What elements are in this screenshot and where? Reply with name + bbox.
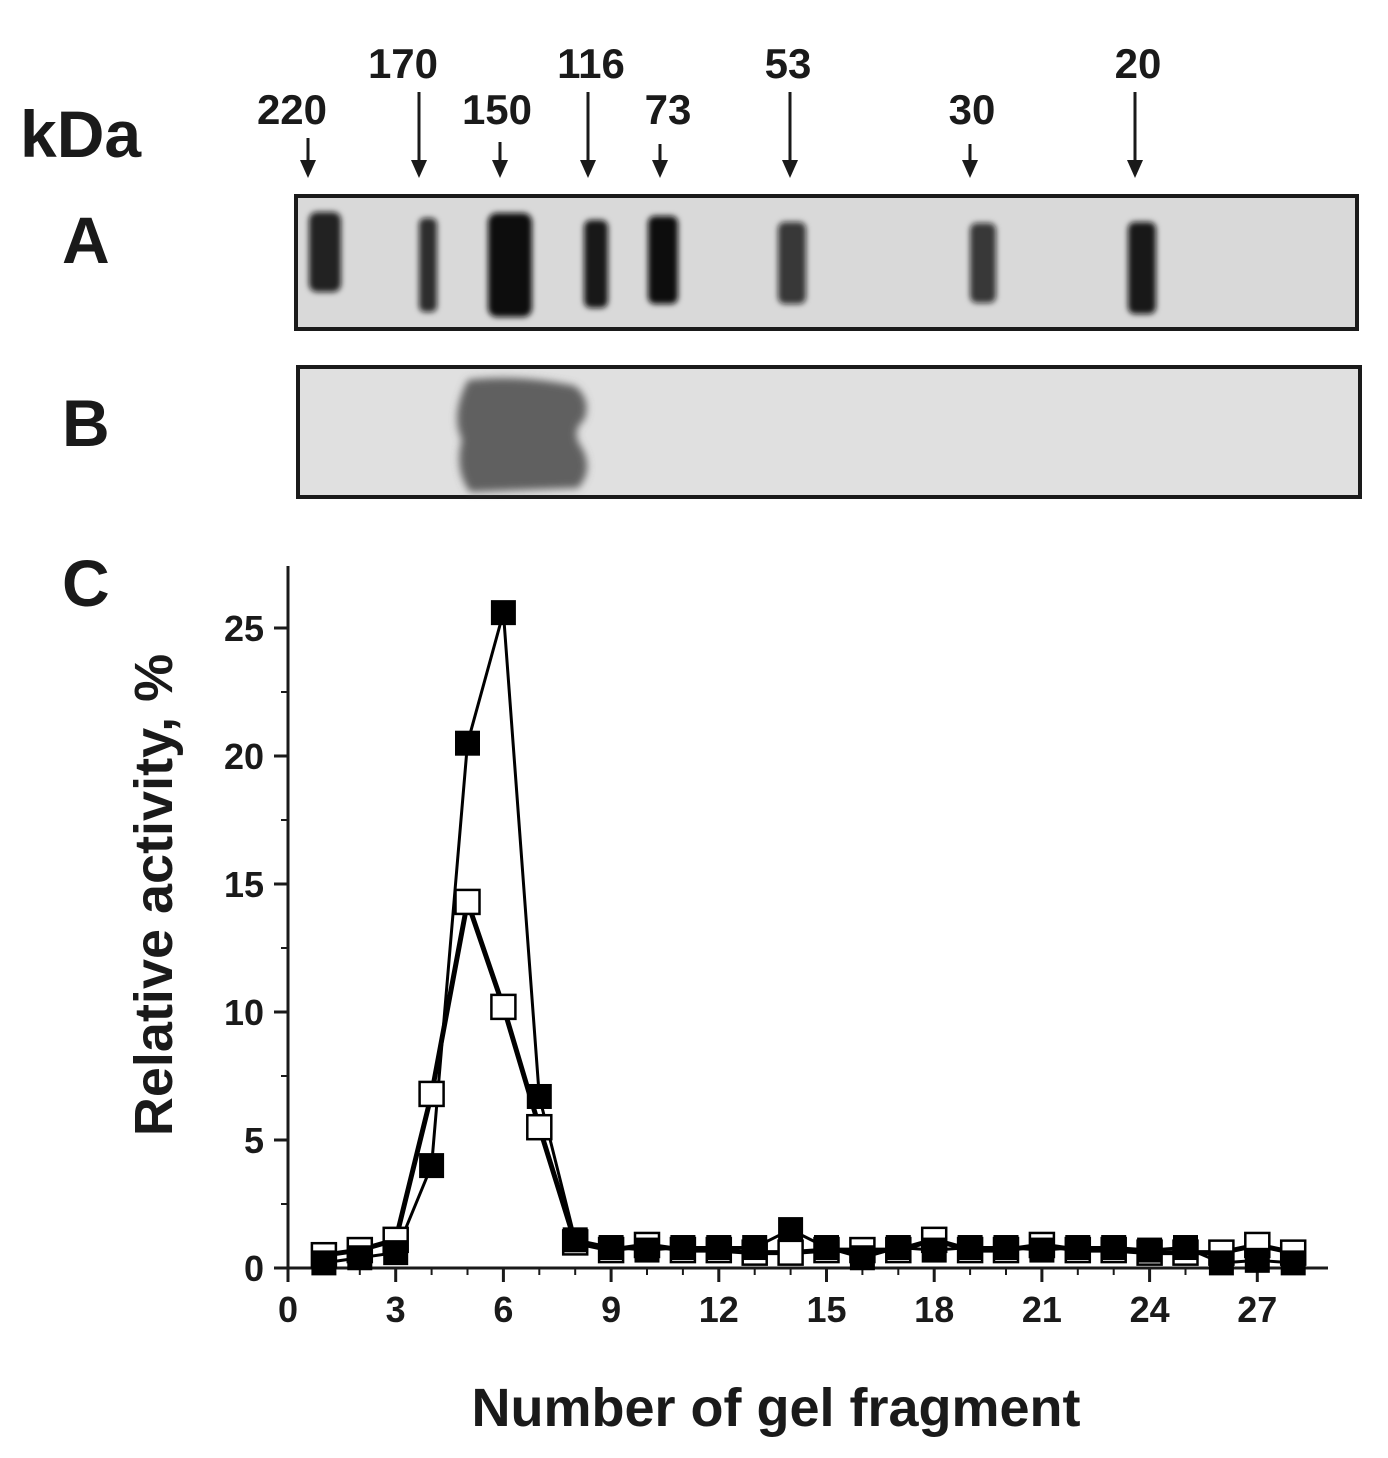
filled-square-point [1244, 1247, 1270, 1273]
y-tick-label: 20 [224, 736, 264, 777]
marker-arrow-head-116 [580, 160, 596, 178]
open-square-point [454, 888, 481, 916]
filled-series-line [323, 611, 1294, 1265]
filled-square-point [347, 1245, 373, 1271]
filled-square-point [1173, 1235, 1198, 1261]
gel-band-20 [1128, 222, 1156, 314]
marker-arrow-head-30 [962, 160, 978, 178]
gel-band-73 [648, 216, 678, 304]
filled-square-point [849, 1245, 875, 1271]
filled-square-point [598, 1235, 624, 1261]
filled-square-point [993, 1235, 1019, 1261]
filled-square-point [311, 1250, 337, 1276]
gel-band-150 [488, 213, 532, 317]
y-tick-label: 5 [244, 1120, 264, 1161]
open-square-point [418, 1080, 445, 1108]
molecular-weight-markers: 220 170 150 116 73 53 30 20 [257, 40, 1161, 178]
filled-square-point [1101, 1235, 1127, 1261]
gel-band-30 [970, 223, 996, 303]
marker-arrow-head-220 [300, 160, 316, 178]
panel-c-label: C [62, 546, 110, 620]
gel-a-bands [309, 212, 1156, 317]
gel-band-170 [419, 218, 437, 312]
x-tick-label: 27 [1237, 1289, 1277, 1330]
marker-arrow-head-150 [492, 160, 508, 178]
y-tick-label: 25 [224, 608, 264, 649]
chart-series [310, 600, 1307, 1276]
y-tick-label: 10 [224, 992, 264, 1033]
filled-square-point [742, 1235, 768, 1261]
filled-square-point [490, 600, 516, 626]
filled-square-point [1208, 1250, 1234, 1276]
open-square-point [777, 1239, 804, 1266]
filled-square-point [1280, 1250, 1306, 1276]
open-square-point [526, 1113, 553, 1141]
marker-arrow-head-73 [652, 160, 668, 178]
filled-square-point [1137, 1237, 1163, 1263]
filled-square-point [957, 1235, 983, 1261]
marker-label-116: 116 [557, 40, 625, 87]
marker-label-73: 73 [645, 86, 692, 133]
filled-square-point [814, 1235, 839, 1261]
x-tick-label: 18 [914, 1289, 954, 1330]
gel-b-background [296, 365, 1362, 499]
filled-square-point [670, 1235, 696, 1261]
gel-a-background [294, 194, 1359, 331]
filled-square-point [706, 1235, 732, 1261]
gel-band-116 [584, 220, 608, 308]
filled-square-point [419, 1153, 445, 1179]
x-axis-label: Number of gel fragment [471, 1378, 1080, 1438]
gel-band-220 [309, 212, 341, 292]
x-tick-label: 3 [386, 1289, 406, 1330]
filled-square-point [778, 1217, 804, 1243]
marker-label-170: 170 [368, 40, 438, 87]
x-tick-label: 0 [278, 1289, 298, 1330]
x-tick-label: 12 [699, 1289, 739, 1330]
marker-arrow-head-20 [1127, 160, 1143, 178]
chart-axes: 0 3 6 9 12 15 18 21 24 27 0 5 10 15 20 25 [224, 566, 1328, 1330]
y-tick-label: 15 [224, 864, 264, 905]
x-tick-label: 21 [1022, 1289, 1062, 1330]
activity-chart: 0 3 6 9 12 15 18 21 24 27 0 5 10 15 20 25 Number of gel… [124, 566, 1328, 1438]
gel-lane-b [296, 365, 1362, 499]
filled-square-point [1065, 1235, 1091, 1261]
gel-band-53 [778, 222, 806, 304]
marker-label-220: 220 [257, 86, 327, 133]
filled-square-point [383, 1240, 409, 1266]
gel-lane-a [294, 194, 1359, 331]
marker-arrow-head-170 [411, 160, 427, 178]
filled-square-point [634, 1237, 660, 1263]
panel-b-label: B [62, 386, 110, 460]
filled-square-point [562, 1227, 588, 1253]
panel-a-label: A [62, 203, 110, 277]
marker-label-53: 53 [765, 40, 812, 87]
marker-label-150: 150 [462, 86, 532, 133]
y-axis-label: Relative activity, % [124, 654, 184, 1136]
x-tick-label: 15 [806, 1289, 846, 1330]
marker-label-30: 30 [949, 86, 996, 133]
kda-unit-label: kDa [20, 97, 142, 171]
marker-label-20: 20 [1115, 40, 1162, 87]
marker-arrow-head-53 [782, 160, 798, 178]
x-tick-label: 6 [493, 1289, 513, 1330]
open-series-line [323, 899, 1294, 1258]
filled-square-point [455, 730, 480, 756]
gel-b-activity-zone [457, 378, 588, 492]
filled-square-point [921, 1237, 947, 1263]
x-tick-label: 24 [1130, 1289, 1170, 1330]
x-tick-label: 9 [601, 1289, 621, 1330]
filled-square-point [526, 1083, 552, 1109]
y-tick-label: 0 [244, 1248, 264, 1289]
filled-square-point [1029, 1237, 1055, 1263]
open-square-point [490, 993, 517, 1021]
filled-square-point [885, 1235, 911, 1261]
